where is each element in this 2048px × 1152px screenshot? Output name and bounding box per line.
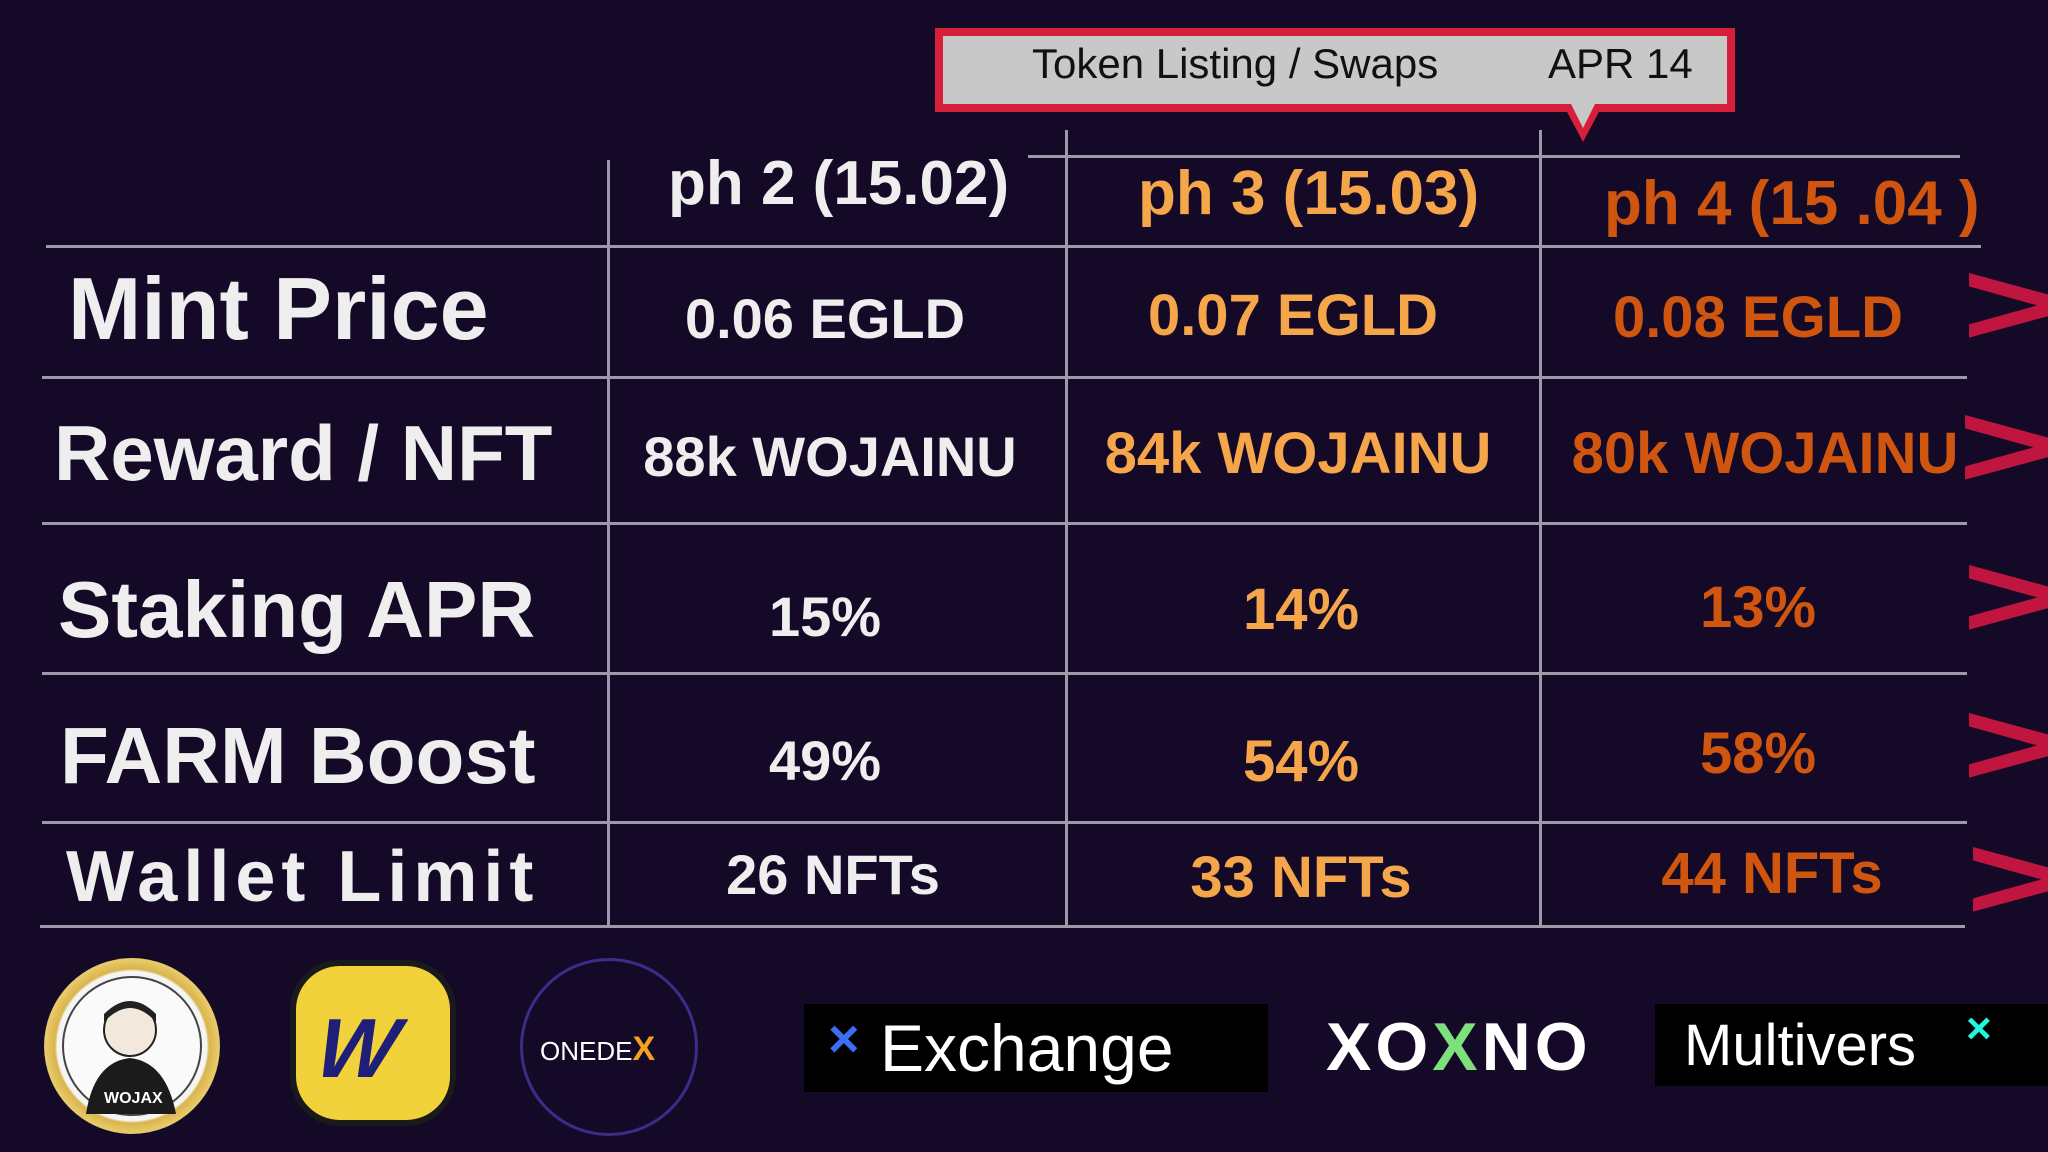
wojax-coin-face — [62, 976, 202, 1116]
wallet-limit-ph2: 26 NFTs — [726, 843, 940, 906]
chevron-right-icon: > — [1962, 244, 2048, 364]
farm-boost-ph4: 58% — [1699, 721, 1817, 786]
mint-price-ph4: 0.08 EGLD — [1612, 285, 1904, 350]
header-ph2: ph 2 (15.02) — [668, 149, 1010, 218]
row-divider-5 — [40, 925, 1965, 928]
col-divider-2 — [1065, 130, 1068, 928]
callout-date: APR 14 — [1548, 40, 1693, 87]
header-top-line — [1028, 155, 1960, 158]
header-ph3: ph 3 (15.03) — [1138, 159, 1480, 228]
onedex-text: ONEDEX — [540, 1030, 656, 1068]
row-divider-3 — [42, 672, 1967, 675]
wallet-limit-ph3: 33 NFTs — [1190, 845, 1412, 910]
wojak-face-icon — [86, 1001, 176, 1114]
row-label-reward-nft: Reward / NFT — [54, 409, 553, 497]
token-listing-callout — [935, 28, 1735, 112]
row-label-farm-boost: FARM Boost — [60, 711, 536, 800]
callout-tail-inner — [1571, 104, 1595, 128]
multiversx-text: Multivers — [1684, 1013, 1917, 1078]
row-divider-4 — [42, 821, 1967, 824]
w-coin-logo — [290, 960, 456, 1126]
reward-ph2: 88k WOJAINU — [643, 425, 1017, 488]
onedex-logo — [520, 958, 698, 1136]
farm-boost-ph2: 49% — [768, 729, 882, 792]
multiversx-x-icon: × — [1966, 1004, 1992, 1053]
xexchange-logo — [804, 1004, 1268, 1092]
col-divider-1 — [607, 160, 610, 928]
reward-ph4: 80k WOJAINU — [1571, 421, 1959, 486]
chevron-right-icon: > — [1962, 684, 2048, 804]
row-label-mint-price: Mint Price — [68, 259, 489, 358]
col-divider-3 — [1539, 130, 1542, 928]
row-divider-2 — [42, 522, 1967, 525]
staking-apr-ph2: 15% — [768, 585, 882, 648]
header-bottom-line — [46, 245, 1981, 248]
chevron-right-icon: > — [1958, 379, 2048, 513]
chevron-right-icon: > — [1962, 536, 2048, 656]
mint-price-ph2: 0.06 EGLD — [684, 287, 966, 350]
chevron-right-icon: > — [1966, 818, 2048, 938]
row-label-wallet-limit: Wallet Limit — [66, 837, 540, 917]
row-divider-1 — [42, 376, 1967, 379]
staking-apr-ph3: 14% — [1242, 577, 1360, 642]
reward-ph3: 84k WOJAINU — [1104, 421, 1492, 486]
mint-price-ph3: 0.07 EGLD — [1147, 283, 1439, 348]
farm-boost-ph3: 54% — [1242, 729, 1360, 794]
wallet-limit-ph4: 44 NFTs — [1661, 841, 1883, 906]
header-ph4: ph 4 (15 .04 ) — [1604, 169, 1980, 238]
callout-label: Token Listing / Swaps — [1032, 40, 1439, 87]
multiversx-logo — [1655, 1004, 2048, 1086]
xexchange-text: Exchange — [880, 1011, 1174, 1085]
wojax-text: WOJAX — [104, 1090, 163, 1107]
xexchange-x-icon: × — [828, 1009, 860, 1069]
staking-apr-ph4: 13% — [1699, 575, 1817, 640]
xoxno-logo: XOXNO — [1326, 1009, 1592, 1085]
row-label-staking-apr: Staking APR — [58, 565, 536, 654]
